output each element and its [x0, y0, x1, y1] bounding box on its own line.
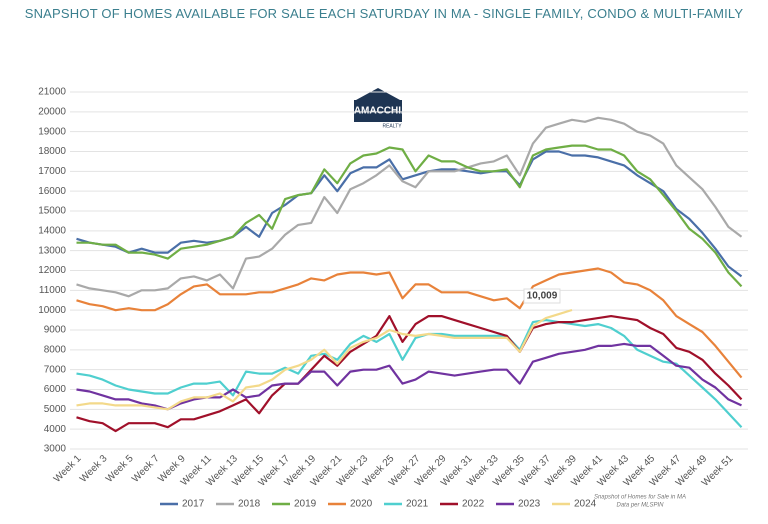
legend-label: 2017 [182, 499, 205, 510]
data-label: 10,009 [527, 291, 558, 302]
data-label-box [523, 288, 561, 304]
y-tick-label: 15000 [38, 206, 66, 217]
series-line [76, 267, 743, 379]
source-note: Snapshot of Homes for Sale in MA [594, 495, 686, 501]
y-tick-label: 7000 [44, 364, 67, 375]
y-tick-label: 8000 [44, 344, 67, 355]
y-tick-label: 18000 [38, 146, 66, 157]
x-tick-label: Week 7 [130, 453, 162, 485]
y-tick-label: 16000 [38, 186, 66, 197]
y-tick-label: 13000 [38, 245, 66, 256]
y-tick-label: 20000 [38, 106, 66, 117]
y-tick-label: 5000 [44, 404, 67, 415]
series-line [76, 116, 743, 298]
logo-roof [356, 88, 400, 100]
legend-label: 2018 [238, 499, 261, 510]
x-tick-label: Week 3 [78, 453, 110, 485]
legend-label: 2022 [462, 499, 485, 510]
logo-sub: REALTY [382, 123, 402, 129]
y-tick-label: 19000 [38, 126, 66, 137]
logo: LAMACCHIA REALTY [348, 88, 409, 129]
legend-label: 2021 [406, 499, 429, 510]
chart-title: SNAPSHOT OF HOMES AVAILABLE FOR SALE EAC… [24, 6, 744, 21]
legend-label: 2023 [518, 499, 541, 510]
y-tick-label: 14000 [38, 225, 66, 236]
y-tick-label: 6000 [44, 384, 67, 395]
y-tick-label: 12000 [38, 265, 66, 276]
series-line [76, 308, 573, 411]
y-tick-label: 4000 [44, 424, 67, 435]
series-line [76, 144, 743, 288]
legend-label: 2019 [294, 499, 317, 510]
series-line [76, 342, 742, 411]
y-tick-label: 9000 [44, 325, 67, 336]
y-tick-label: 10000 [38, 305, 66, 316]
x-tick-label: Week 5 [104, 453, 136, 485]
series-line [76, 315, 743, 433]
source-note: Data per MLSPIN [616, 503, 664, 509]
y-tick-label: 21000 [38, 87, 66, 98]
logo-name: LAMACCHIA [348, 106, 409, 117]
y-tick-label: 3000 [44, 444, 67, 455]
logo-box [354, 100, 402, 122]
series-line [76, 150, 743, 278]
y-tick-label: 11000 [39, 285, 67, 296]
legend-label: 2024 [574, 499, 597, 510]
x-tick-label: Week 1 [52, 453, 84, 485]
y-tick-label: 17000 [38, 166, 66, 177]
series-line [76, 319, 743, 428]
legend-label: 2020 [350, 499, 373, 510]
